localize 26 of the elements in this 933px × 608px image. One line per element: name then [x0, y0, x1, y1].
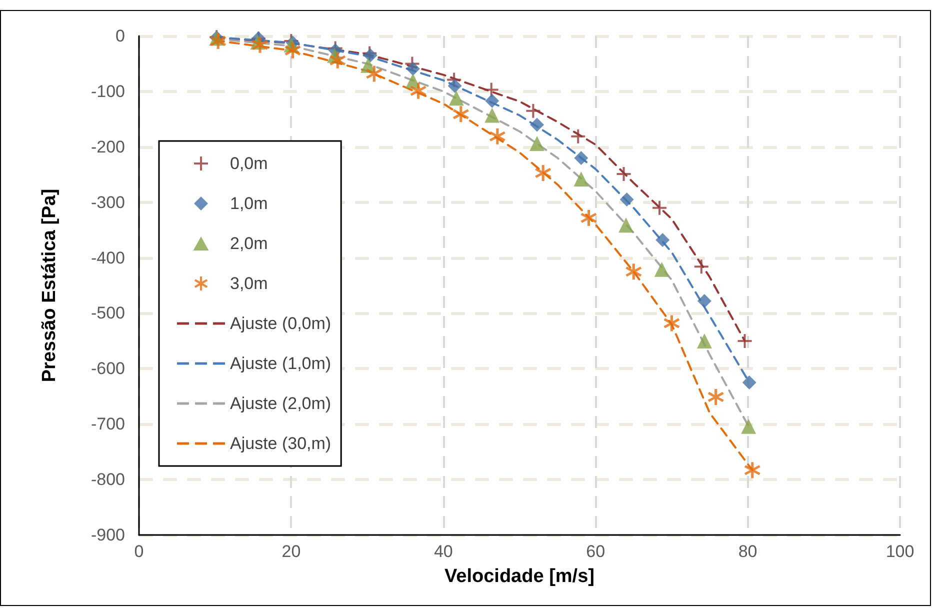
legend-label: Ajuste (1,0m): [230, 354, 332, 373]
x-tick-label: 80: [738, 542, 758, 561]
y-tick-label: -400: [90, 248, 125, 268]
y-tick-label: -300: [90, 192, 125, 212]
x-tick-label: 60: [586, 542, 606, 561]
legend-label: 0,0m: [230, 154, 268, 173]
x-axis-title: Velocidade [m/s]: [444, 566, 594, 587]
legend-label: Ajuste (0,0m): [230, 314, 332, 333]
y-tick-label: -800: [90, 470, 125, 490]
x-tick-label: 0: [134, 542, 144, 561]
x-tick-label: 100: [886, 542, 914, 561]
y-tick-label: -100: [90, 82, 125, 101]
legend-label: 3,0m: [230, 274, 268, 293]
y-tick-label: -200: [90, 137, 125, 156]
y-tick-label: -700: [90, 414, 125, 434]
x-tick-label: 40: [434, 542, 453, 561]
y-tick-label: -500: [90, 304, 125, 323]
legend-label: 1,0m: [230, 194, 268, 213]
y-axis-title: Pressão Estática [Pa]: [39, 188, 60, 382]
y-tick-label: 0: [116, 26, 125, 46]
legend-label: Ajuste (30,m): [230, 434, 332, 453]
y-tick-label: -600: [90, 359, 125, 378]
legend-label: 2,0m: [230, 234, 268, 253]
y-tick-label: -900: [90, 526, 125, 544]
legend-label: Ajuste (2,0m): [230, 394, 332, 413]
x-tick-label: 20: [282, 542, 301, 561]
